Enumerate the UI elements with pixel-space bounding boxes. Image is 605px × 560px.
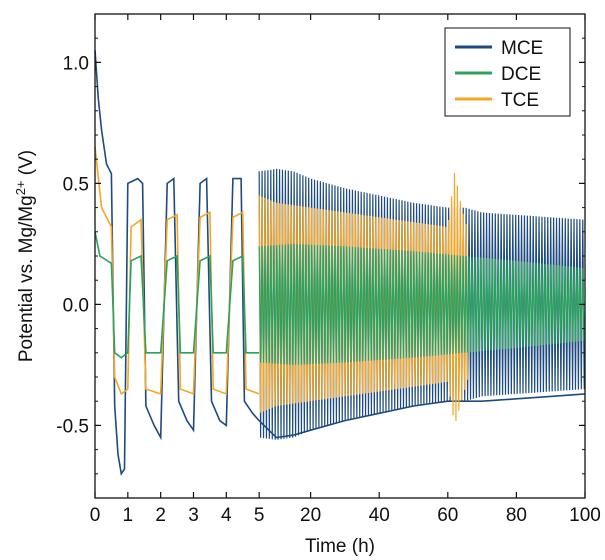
series-line-mce-early: [94, 50, 586, 476]
plot-area: [94, 50, 586, 476]
series-line-dce-dense: [258, 243, 585, 365]
x-tick-label: 0: [90, 505, 101, 526]
legend-label-mce: MCE: [501, 38, 543, 59]
x-tick-label: 5: [254, 505, 265, 526]
x-tick-label: 60: [437, 505, 458, 526]
y-tick-label: 0.5: [63, 174, 89, 195]
legend-label-tce: TCE: [501, 90, 539, 111]
y-axis-title-unit: (V): [16, 150, 37, 181]
y-axis-title-superscript: 2+: [13, 180, 28, 195]
x-tick-label: 20: [300, 505, 321, 526]
y-tick-label: 0.0: [63, 295, 89, 316]
legend-label-dce: DCE: [501, 64, 541, 85]
x-tick-label: 80: [506, 505, 527, 526]
x-tick-label: 2: [155, 505, 166, 526]
ticks: 0 1 2 3 4 5 20 40 60 80 100 1.0 0.5 0.0 -0.5: [56, 13, 601, 526]
x-tick-label: 3: [188, 505, 199, 526]
x-tick-label: 1: [123, 505, 134, 526]
x-tick-label: 4: [221, 505, 232, 526]
legend: MCE DCE TCE: [444, 27, 571, 117]
y-tick-label: -0.5: [56, 416, 89, 437]
y-axis-title: Potential vs. Mg/Mg2+ (V): [13, 150, 37, 362]
x-tick-label: 40: [369, 505, 390, 526]
y-axis-title-main: Potential vs. Mg/Mg: [16, 195, 37, 362]
series-line-dce-early: [94, 231, 260, 359]
x-axis-title: Time (h): [305, 536, 375, 557]
y-tick-label: 1.0: [63, 53, 89, 74]
x-tick-label: 100: [569, 505, 601, 526]
